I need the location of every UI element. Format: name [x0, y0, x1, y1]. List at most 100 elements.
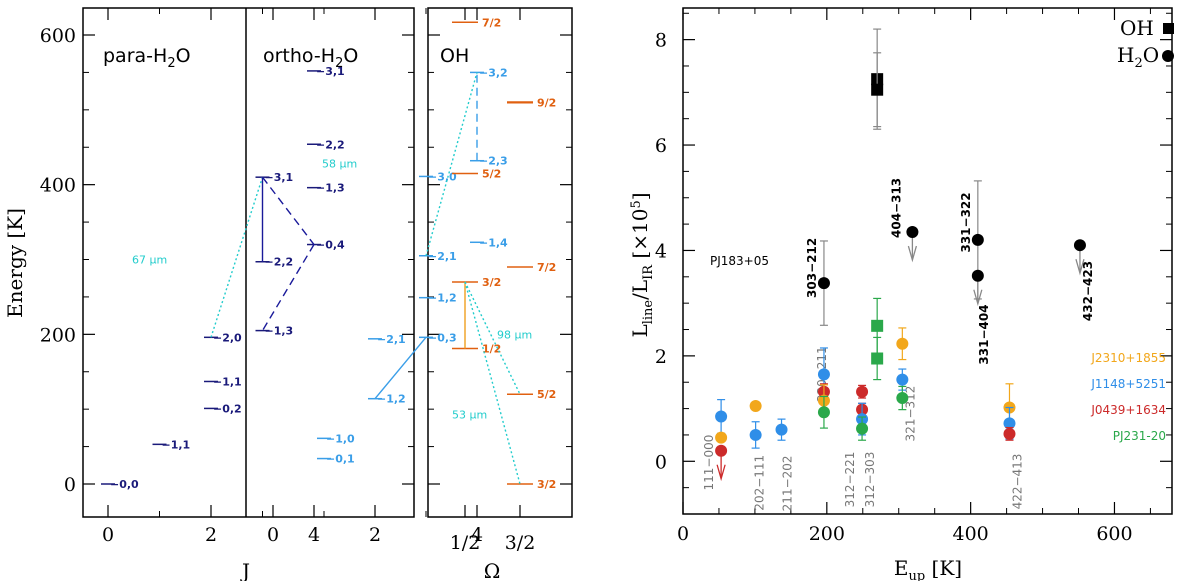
- legend-source-label: J2310+1855: [1090, 351, 1166, 365]
- data-point: [749, 421, 762, 449]
- transition-label: 312−303: [863, 452, 877, 508]
- oh-level-label: 7/2: [482, 16, 501, 29]
- transition-label: 202−111: [753, 455, 767, 511]
- title-oh: OH: [440, 45, 469, 67]
- data-point: [871, 52, 884, 128]
- axes-frame-lum: [682, 7, 1173, 515]
- transition-67um: [210, 176, 264, 338]
- data-point: [715, 444, 728, 482]
- ytick-label: 6: [655, 135, 667, 157]
- levels-oh: 1/2 3/2 5/2 7/2 3/2 5/2 7/2 9/2 98 μm 53 μm: [452, 16, 556, 491]
- circle-marker: [856, 422, 869, 435]
- levels-energy-levels-ortho-H2O: −0,1 −1,0 −1,2 −2,1 −0,3 −1,2 −2,1 −1,4 −3,0 −2,3…: [317, 66, 508, 466]
- oh-level-label: 3/2: [537, 478, 556, 491]
- axes-frame-water: [82, 7, 415, 518]
- ytick-label: 4: [655, 240, 667, 262]
- ylabel-ratio: Lline/LIR [×105]: [628, 192, 656, 337]
- levels-energy-levels-para-H2O: −0,0 −1,1 −0,2 −1,1 −2,0 −1,3 −2,2 −0,4 −3,1 −1,3…: [101, 65, 345, 491]
- level-label: −0,2: [213, 402, 242, 415]
- data-point: [1003, 426, 1016, 441]
- source-label-pj183: PJ183+05: [710, 254, 769, 268]
- level-label: −0,0: [110, 478, 139, 491]
- level-label: −3,1: [316, 65, 345, 78]
- ytick-label: 600: [40, 25, 76, 47]
- circle-marker: [817, 368, 830, 381]
- data-point: [1003, 406, 1016, 440]
- level-label: −2,1: [428, 250, 457, 263]
- data-point: [817, 240, 830, 326]
- circle-marker: [817, 406, 830, 419]
- title-ortho-h2o: ortho-H2O: [263, 45, 358, 71]
- transition-label: 312−221: [843, 452, 857, 508]
- legend-square-marker: [1163, 23, 1174, 34]
- xlabel-omega: Ω: [484, 559, 501, 581]
- transition-58um: [425, 72, 478, 256]
- level-label: −1,0: [326, 432, 355, 445]
- level-label: −1,3: [265, 325, 294, 338]
- circle-marker: [715, 410, 728, 423]
- oh-level-label: 7/2: [537, 261, 556, 274]
- transition-dashed-a: [261, 176, 315, 245]
- circle-marker: [1003, 417, 1016, 430]
- data-point: [715, 399, 728, 434]
- level-label: −0,3: [428, 331, 457, 344]
- circle-marker: [906, 226, 919, 239]
- luminosity-ratio-plot: 0 200 400 600 0 2 4 6 8 Eup [K] Lline/LIR [×105] 11…: [628, 7, 1174, 581]
- transition-label: 331−322: [959, 192, 973, 252]
- xtick-label: 0: [677, 523, 689, 545]
- level-label: −1,1: [213, 375, 242, 388]
- xtick-label: 0: [102, 524, 114, 546]
- title-para-h2o: para-H2O: [103, 45, 191, 71]
- ytick-label: 0: [655, 451, 667, 473]
- axes-frame-oh: [427, 7, 573, 518]
- data-point: [896, 385, 909, 411]
- level-label: −2,3: [479, 155, 508, 168]
- xtick-label: 200: [809, 523, 845, 545]
- ylabel: Energy [K]: [3, 208, 27, 318]
- ytick-label: 400: [40, 175, 76, 197]
- oh-level-label: 9/2: [537, 96, 556, 109]
- oh-level-label: 5/2: [482, 167, 501, 180]
- level-label: −1,4: [479, 236, 508, 249]
- circle-marker: [971, 233, 984, 246]
- xlabel-J: J: [240, 559, 250, 581]
- data-point: [896, 327, 909, 361]
- level-label: −1,1: [162, 438, 191, 451]
- transition-label: 58 μm: [322, 158, 357, 171]
- level-label: −3,1: [265, 171, 294, 184]
- data-point: [775, 418, 788, 441]
- level-label: −3,2: [479, 66, 508, 79]
- xtick-label: 4: [471, 524, 483, 546]
- level-label: −2,1: [377, 333, 406, 346]
- xlabel-eup: Eup [K]: [894, 556, 962, 581]
- circle-marker: [1003, 427, 1016, 440]
- legend-oh-label: OH: [1120, 16, 1154, 40]
- transition-solid: [374, 336, 427, 400]
- xtick-label-oh: 1/2: [450, 532, 481, 554]
- square-marker: [871, 352, 884, 365]
- oh-transition-53um: [464, 281, 521, 485]
- legend-h2o-label: H2O: [1117, 43, 1159, 71]
- data-point: [856, 384, 869, 399]
- transition-dashed-b: [261, 244, 315, 331]
- upper-limit-arrowhead: [1075, 259, 1085, 276]
- level-label: −0,4: [316, 239, 345, 252]
- circle-marker: [896, 392, 909, 405]
- xtick-label-oh: 3/2: [505, 532, 536, 554]
- legend-source-label: J1148+5251: [1090, 377, 1166, 391]
- data-point: [749, 399, 762, 412]
- legend-source-label: PJ231-20: [1113, 429, 1166, 443]
- circle-marker: [817, 277, 830, 290]
- circle-marker: [715, 431, 728, 444]
- level-label: −2,2: [316, 138, 345, 151]
- xtick-label: 2: [205, 524, 217, 546]
- ytick-label: 8: [655, 30, 667, 52]
- transition-label: 67 μm: [132, 254, 167, 267]
- legend-source-label: J0439+1634: [1090, 403, 1166, 417]
- level-label: −1,3: [316, 182, 345, 195]
- data-point: [856, 416, 869, 441]
- data-point: [1073, 239, 1086, 276]
- data-point: [715, 431, 728, 444]
- transition-label: 404−313: [889, 178, 903, 238]
